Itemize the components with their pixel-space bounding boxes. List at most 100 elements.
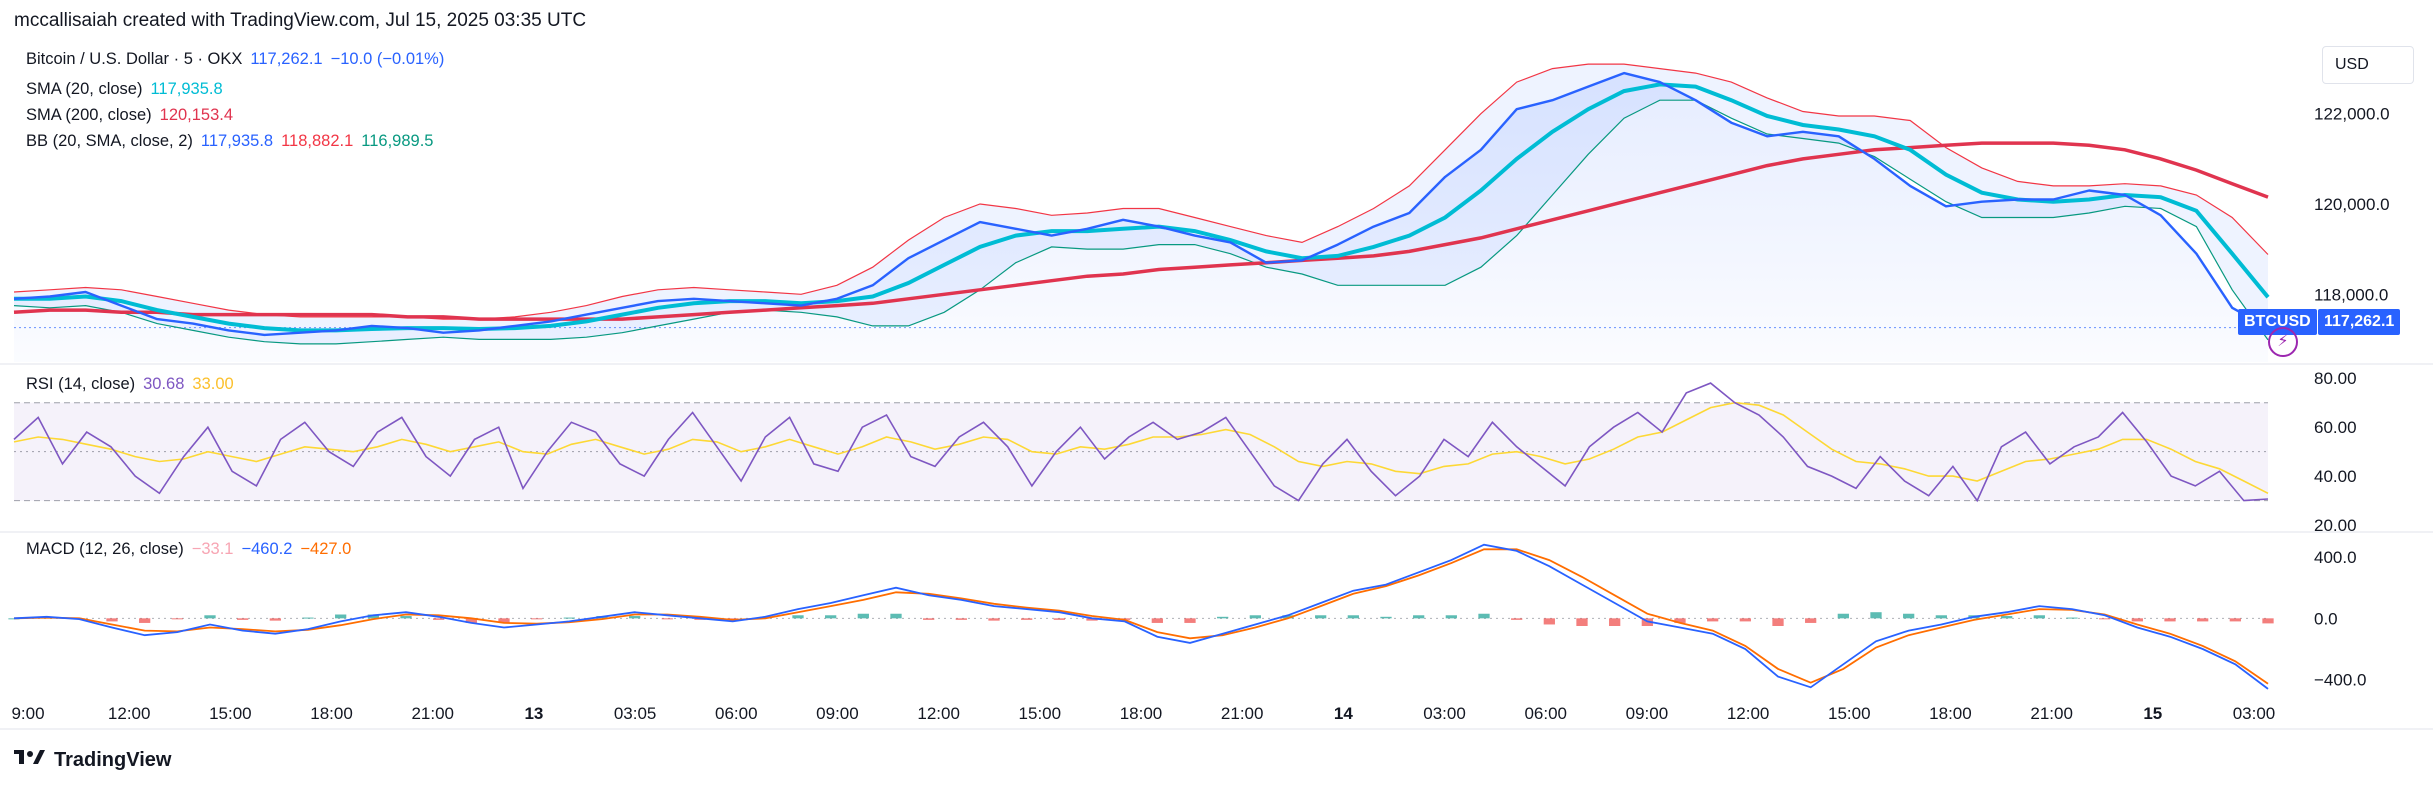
time-axis-tick: 21:00 [411, 704, 454, 723]
macd-histogram-bar [465, 618, 477, 623]
legend-bb-upper: 118,882.1 [281, 132, 354, 150]
macd-histogram-bar [302, 617, 314, 619]
macd-histogram-bar [106, 618, 118, 622]
macd-axis-tick: 0.0 [2314, 609, 2338, 628]
time-axis-tick: 12:00 [108, 704, 151, 723]
legend-macd-name: MACD (12, 26, close) [26, 540, 184, 558]
macd-histogram-bar [1184, 618, 1196, 623]
time-axis-tick: 09:00 [816, 704, 859, 723]
macd-histogram-bar [1445, 615, 1457, 619]
rsi-axis-tick: 60.00 [2314, 418, 2357, 437]
legend-macd-signal: −427.0 [300, 540, 352, 558]
macd-histogram-bar [955, 618, 967, 620]
rsi-ma-line [13, 401, 2269, 495]
price-tag-value: 117,262.1 [2318, 309, 2401, 335]
macd-histogram-bar [1021, 618, 1033, 620]
time-axis-tick: 12:00 [1727, 704, 1770, 723]
macd-histogram-bar [2262, 618, 2274, 624]
price-axis-tick: 122,000.0 [2314, 105, 2390, 124]
time-axis-tick: 21:00 [1221, 704, 1264, 723]
rsi-axis-tick: 40.00 [2314, 467, 2357, 486]
macd-histogram-bar [531, 618, 543, 620]
time-axis-tick: 09:00 [1626, 704, 1669, 723]
macd-histogram-bar [2066, 617, 2078, 619]
time-axis-tick: 15:00 [209, 704, 252, 723]
bb-lower-line [13, 99, 2269, 345]
macd-histogram-bar [2197, 618, 2209, 622]
time-axis-tick: 15 [2143, 704, 2162, 723]
macd-axis-tick: −400.0 [2314, 671, 2366, 690]
macd-histogram-bar [1217, 616, 1229, 619]
legend-bb-basis: 117,935.8 [200, 132, 274, 150]
legend-sma200-name: SMA (200, close) [26, 106, 152, 124]
macd-histogram-bar [498, 618, 510, 623]
time-axis-tick: 18:00 [1120, 704, 1163, 723]
time-axis-tick: 06:00 [1524, 704, 1567, 723]
macd-histogram-bar [1249, 615, 1261, 619]
legend-main-name: Bitcoin / U.S. Dollar · 5 · OKX [26, 50, 243, 68]
currency-button[interactable]: USD [2322, 46, 2414, 84]
macd-histogram-bar [1609, 618, 1621, 626]
rsi-line [13, 382, 2269, 503]
macd-histogram-bar [237, 618, 249, 620]
macd-histogram-bar [792, 615, 804, 619]
macd-histogram-bar [1413, 615, 1425, 619]
legend-sma20[interactable]: SMA (20, close) 117,935.8 [26, 80, 223, 99]
lightning-icon[interactable]: ⚡ [2268, 327, 2298, 357]
time-axis-tick: 18:00 [310, 704, 353, 723]
legend-main-price: 117,262.1 [250, 50, 323, 68]
time-axis-tick: 03:00 [1423, 704, 1466, 723]
macd-histogram-bar [1870, 612, 1882, 619]
macd-histogram-bar [433, 618, 445, 620]
price-area-fill [14, 73, 2268, 362]
macd-histogram-bar [661, 618, 673, 620]
sma20-line [14, 82, 2270, 333]
macd-histogram-bar [367, 614, 379, 619]
macd-histogram-bar [825, 615, 837, 619]
macd-histogram-bar [1707, 618, 1719, 622]
legend-rsi-name: RSI (14, close) [26, 375, 136, 393]
time-axis-tick: 06:00 [715, 704, 758, 723]
macd-histogram-bar [2131, 618, 2143, 622]
macd-histogram-bar [400, 616, 412, 619]
macd-histogram-bar [857, 613, 869, 619]
legend-rsi-value: 30.68 [143, 375, 185, 393]
rsi-axis-tick: 80.00 [2314, 369, 2357, 388]
legend-sma20-name: SMA (20, close) [26, 80, 143, 98]
time-axis-tick: 14 [1334, 704, 1353, 723]
price-line [13, 71, 2269, 337]
legend-bb-name: BB (20, SMA, close, 2) [26, 132, 193, 150]
macd-histogram-bar [563, 617, 575, 619]
macd-histogram-bar [1347, 615, 1359, 619]
chart-credit: mccallisaiah created with TradingView.co… [14, 10, 587, 31]
macd-histogram-bar [1576, 618, 1588, 626]
legend-sma20-value: 117,935.8 [150, 80, 223, 98]
legend-bb[interactable]: BB (20, SMA, close, 2) 117,935.8 118,882.1… [26, 132, 433, 151]
legend-main-change: −10.0 (−0.01%) [330, 50, 445, 68]
sma200-line [13, 141, 2269, 321]
macd-histogram-bar [1478, 613, 1490, 619]
legend-rsi[interactable]: RSI (14, close) 30.68 33.00 [26, 375, 234, 394]
macd-histogram-bar [1903, 613, 1915, 619]
legend-main[interactable]: Bitcoin / U.S. Dollar · 5 · OKX 117,262.1… [26, 50, 444, 69]
brand-footer: TradingView [14, 748, 171, 772]
time-axis-tick: 18:00 [1929, 704, 1972, 723]
macd-histogram-bar [1543, 618, 1555, 625]
macd-histogram-bar [1086, 618, 1098, 621]
macd-histogram-bar [1772, 618, 1784, 626]
macd-histogram-bar [629, 616, 641, 619]
macd-signal-line [13, 548, 2269, 685]
time-axis-tick: 13 [524, 704, 543, 723]
price-axis-tick: 120,000.0 [2314, 195, 2390, 214]
time-axis-tick: 03:00 [2233, 704, 2276, 723]
macd-histogram-bar [269, 618, 281, 621]
macd-histogram-bar [923, 618, 935, 620]
macd-histogram-bar [2164, 618, 2176, 622]
legend-sma200-value: 120,153.4 [159, 106, 234, 124]
macd-histogram-bar [1511, 618, 1523, 620]
macd-histogram-bar [139, 618, 151, 623]
legend-sma200[interactable]: SMA (200, close) 120,153.4 [26, 106, 233, 125]
macd-histogram-bar [2229, 618, 2241, 622]
legend-macd[interactable]: MACD (12, 26, close) −33.1 −460.2 −427.0 [26, 540, 351, 559]
